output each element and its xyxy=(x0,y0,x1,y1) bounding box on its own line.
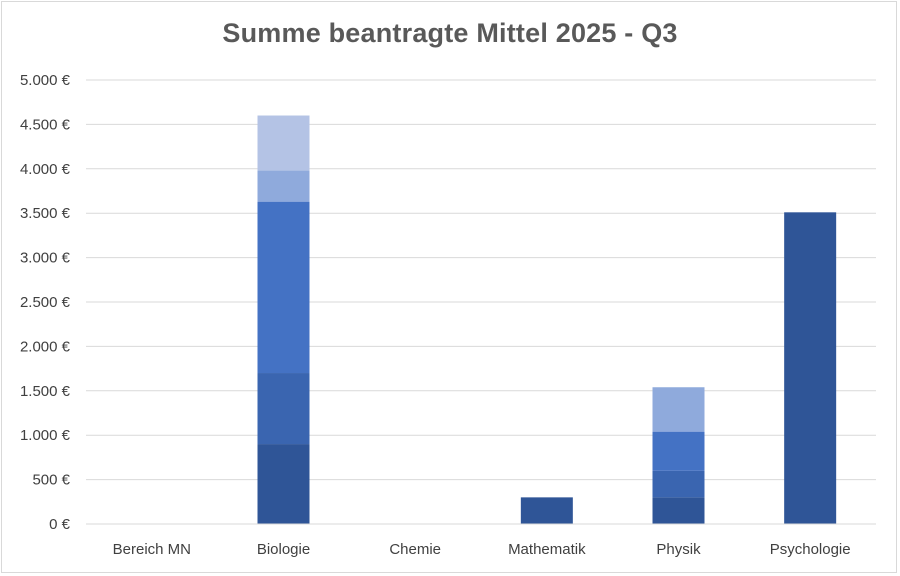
axes: 0 € 500 € 1.000 € 1.500 € 2.000 € 2.500 € 3.00… xyxy=(20,72,876,558)
y-tick-label: 3.500 € xyxy=(20,205,71,222)
y-tick-label: 3.000 € xyxy=(20,250,71,267)
chart-title: Summe beantragte Mittel 2025 - Q3 xyxy=(222,18,678,48)
y-tick-label: 1.500 € xyxy=(20,383,71,400)
bars xyxy=(257,115,837,524)
x-tick-label: Mathematik xyxy=(508,541,586,558)
y-tick-label: 5.000 € xyxy=(20,72,71,89)
bar-segment xyxy=(257,170,310,202)
bar-segment xyxy=(257,444,310,524)
y-tick-label: 2.000 € xyxy=(20,338,71,355)
bar-segment xyxy=(652,431,705,471)
gridlines xyxy=(86,79,876,525)
bar-segment xyxy=(784,212,837,524)
x-tick-label: Chemie xyxy=(389,541,441,558)
x-tick-label: Psychologie xyxy=(770,541,851,558)
bar-segment xyxy=(257,373,310,445)
bar-segment xyxy=(652,387,705,432)
bar-segment xyxy=(257,115,310,171)
y-tick-label: 4.500 € xyxy=(20,116,71,133)
bar-segment xyxy=(257,201,310,374)
y-tick-label: 1.000 € xyxy=(20,427,71,444)
x-tick-label: Biologie xyxy=(257,541,310,558)
y-tick-label: 4.000 € xyxy=(20,161,71,178)
bar-segment xyxy=(652,470,705,498)
y-tick-label: 0 € xyxy=(49,516,71,533)
y-tick-label: 500 € xyxy=(32,472,70,489)
x-tick-label: Physik xyxy=(656,541,701,558)
y-tick-label: 2.500 € xyxy=(20,294,71,311)
x-tick-label: Bereich MN xyxy=(113,541,191,558)
bar-segment xyxy=(520,497,573,524)
bar-segment xyxy=(652,497,705,524)
